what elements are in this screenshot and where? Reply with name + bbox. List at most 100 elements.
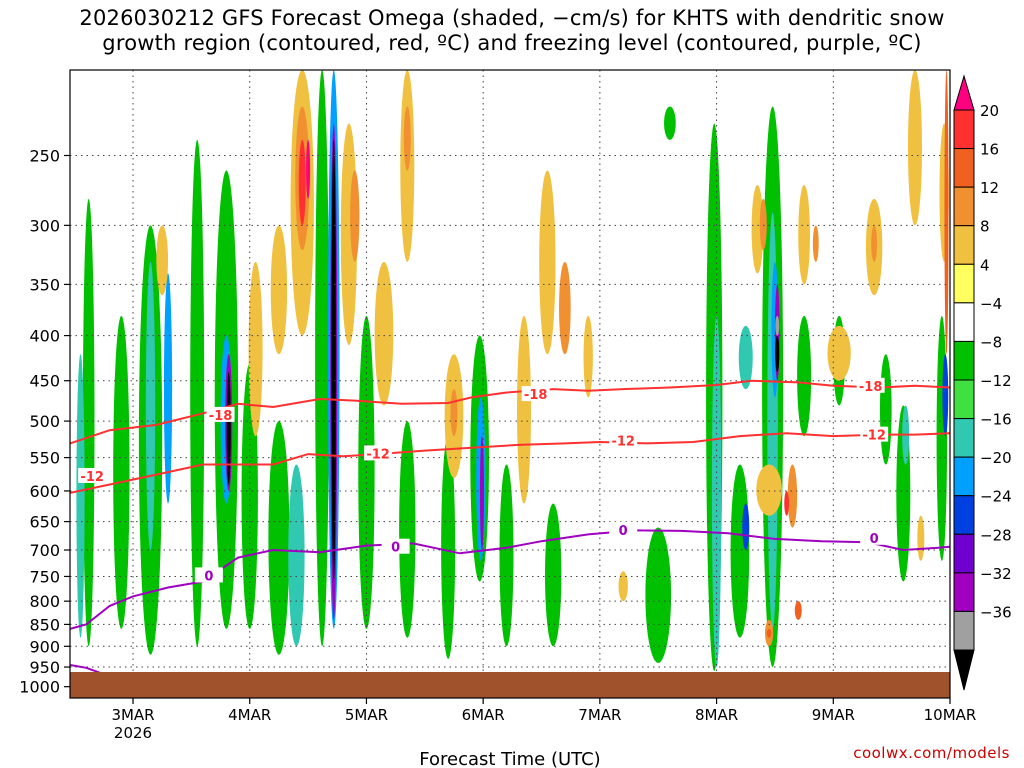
colorbar-segment: [953, 225, 975, 265]
credit-text: coolwx.com/models: [853, 744, 1010, 762]
dgz-contour-line: [70, 432, 950, 494]
colorbar-segment: [953, 302, 975, 342]
contour-label: 0: [870, 532, 879, 547]
x-tick-label: 10MAR: [924, 706, 977, 724]
contour-label: -18: [209, 409, 233, 424]
colorbar-bottom-triangle: [953, 649, 975, 691]
rising-motion-patch: [82, 198, 95, 647]
sinking-motion-patch: [812, 225, 819, 262]
contour-label: -12: [611, 435, 635, 450]
colorbar-label: −4: [980, 295, 1002, 313]
y-tick-label: 450: [29, 372, 60, 391]
rising-motion-patch: [730, 464, 750, 638]
rising-motion-patch: [645, 527, 672, 663]
sinking-motion-patch: [618, 571, 628, 602]
sinking-motion-patch: [759, 198, 767, 251]
contour-label: -18: [859, 380, 883, 395]
sinking-motion-patch: [794, 601, 802, 620]
sinking-motion-patch: [871, 225, 878, 262]
y-tick-label: 900: [29, 637, 60, 656]
sinking-motion-patch: [270, 225, 288, 355]
y-tick-label: 650: [29, 513, 60, 532]
y-tick-label: 950: [29, 658, 60, 677]
colorbar-segment: [953, 610, 975, 651]
rising-motion-patch: [163, 273, 173, 504]
contour-label-background: [194, 567, 223, 583]
plot-frame: [69, 69, 951, 699]
y-axis: 250 300 350 400 450 500 550 600 650 700 750 800 850 9…: [19, 146, 70, 697]
y-tick-label: 700: [29, 541, 60, 560]
sinking-motion-patch: [944, 70, 949, 355]
rising-motion-patch: [775, 315, 780, 336]
x-tick-label: 5MAR: [345, 706, 388, 724]
rising-motion-patch: [664, 106, 676, 140]
contour-label-background: [521, 386, 550, 402]
sinking-motion-patch: [156, 225, 169, 296]
sinking-motion-patch: [798, 184, 810, 285]
rising-motion-patch: [797, 315, 812, 437]
rising-motion-patch: [942, 354, 949, 437]
contour-label-background: [78, 467, 107, 483]
colorbar-segment: [953, 572, 975, 612]
colorbar-segment: [953, 109, 975, 150]
y-tick-label: 850: [29, 615, 60, 634]
sinking-motion-patch: [517, 315, 532, 504]
colorbar-label: 8: [980, 218, 990, 236]
y-tick-label: 400: [29, 327, 60, 346]
y-tick-label: 250: [29, 146, 60, 165]
colorbar-label: 16: [980, 141, 999, 159]
sinking-motion-patch: [450, 389, 458, 437]
rising-motion-patch: [879, 354, 892, 465]
y-tick-label: 750: [29, 567, 60, 586]
gridlines: [70, 70, 950, 698]
contour-label: 0: [204, 569, 213, 584]
rising-motion-patch: [545, 503, 562, 647]
colorbar-label: 12: [980, 179, 999, 197]
contour-label-background: [609, 432, 638, 448]
colorbar-label: 4: [980, 256, 990, 274]
contour-label-background: [206, 406, 235, 422]
x-tick-label: 9MAR: [812, 706, 855, 724]
contour-label-background: [364, 445, 393, 461]
sinking-motion-patch: [787, 464, 798, 528]
contour-label-background: [860, 529, 889, 545]
contour-label-background: [860, 426, 889, 442]
colorbar-segment: [953, 495, 975, 535]
rising-motion-patch: [145, 261, 156, 551]
sinking-motion-patch: [374, 261, 394, 406]
colorbar-label: −8: [980, 333, 1002, 351]
sinking-motion-patch: [907, 70, 922, 226]
colorbar-label: −16: [980, 411, 1012, 429]
chart-title-line-2: growth region (contoured, red, ºC) and f…: [102, 31, 922, 55]
x-tick-label: 3MAR: [111, 706, 154, 724]
x-axis-label: Forecast Time (UTC): [419, 749, 600, 768]
sinking-motion-patch: [306, 139, 311, 199]
rising-motion-patch: [499, 464, 514, 647]
colorbar-label: −12: [980, 372, 1012, 390]
sinking-motion-patch: [784, 490, 789, 516]
sinking-motion-patch: [403, 106, 411, 171]
colorbar-segment: [953, 186, 975, 227]
rising-motion-patch: [268, 421, 290, 655]
colorbar-segment: [953, 533, 975, 574]
rising-motion-patch: [226, 372, 231, 485]
contour-label: -18: [524, 388, 548, 403]
colorbar-segment: [953, 148, 975, 188]
rising-motion-patch: [399, 421, 416, 638]
colorbar-segment: [953, 263, 975, 304]
sinking-motion-patch: [766, 628, 772, 638]
rising-motion-patch: [775, 335, 780, 373]
y-tick-label: 350: [29, 275, 60, 294]
rising-motion-patch: [76, 354, 85, 638]
colorbar-label: −28: [980, 526, 1012, 544]
colorbar-segment: [953, 379, 975, 420]
x-tick-year: 2026: [114, 724, 152, 742]
x-tick-label: 7MAR: [578, 706, 621, 724]
ground-terrain: [70, 672, 950, 698]
y-tick-label: 500: [29, 412, 60, 431]
rising-motion-patch: [331, 139, 337, 582]
freezing-level-contour-line: [70, 529, 950, 630]
omega-shading: [76, 70, 949, 672]
